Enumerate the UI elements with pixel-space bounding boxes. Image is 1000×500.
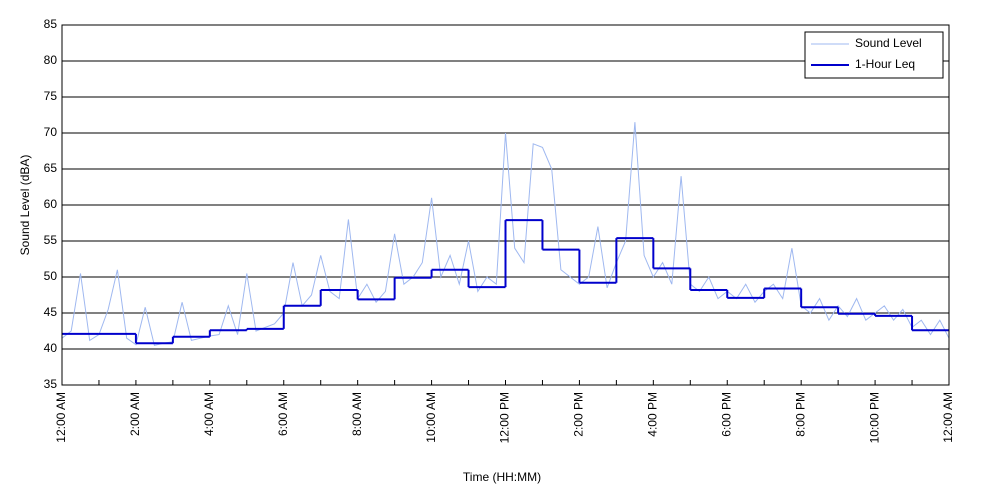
x-tick-label: 6:00 PM (719, 392, 733, 437)
x-tick-label: 10:00 PM (867, 392, 881, 443)
y-tick-label: 50 (44, 269, 58, 283)
y-tick-label: 70 (44, 125, 58, 139)
legend-label: Sound Level (855, 36, 922, 50)
x-tick-label: 6:00 AM (276, 392, 290, 436)
x-tick-label: 4:00 AM (202, 392, 216, 436)
y-tick-label: 60 (44, 197, 58, 211)
x-axis-label: Time (HH:MM) (463, 470, 541, 484)
x-tick-label: 12:00 AM (54, 392, 68, 443)
y-tick-label: 75 (44, 89, 58, 103)
x-tick-label: 8:00 AM (350, 392, 364, 436)
y-tick-label: 40 (44, 341, 58, 355)
legend-label: 1-Hour Leq (855, 57, 915, 71)
y-tick-label: 55 (44, 233, 58, 247)
x-tick-label: 2:00 AM (128, 392, 142, 436)
y-tick-label: 85 (44, 17, 58, 31)
y-tick-label: 65 (44, 161, 58, 175)
x-tick-label: 10:00 AM (424, 392, 438, 443)
x-tick-label: 12:00 PM (498, 392, 512, 443)
x-tick-label: 4:00 PM (646, 392, 660, 437)
legend-box (804, 31, 944, 79)
plot-frame (61, 24, 950, 386)
x-tick-label: 8:00 PM (793, 392, 807, 437)
y-tick-label: 45 (44, 305, 58, 319)
y-tick-label: 35 (44, 377, 58, 391)
y-tick-label: 80 (44, 53, 58, 67)
x-tick-label: 12:00 AM (941, 392, 955, 443)
x-tick-label: 2:00 PM (572, 392, 586, 437)
y-axis-label: Sound Level (dBA) (18, 155, 32, 256)
